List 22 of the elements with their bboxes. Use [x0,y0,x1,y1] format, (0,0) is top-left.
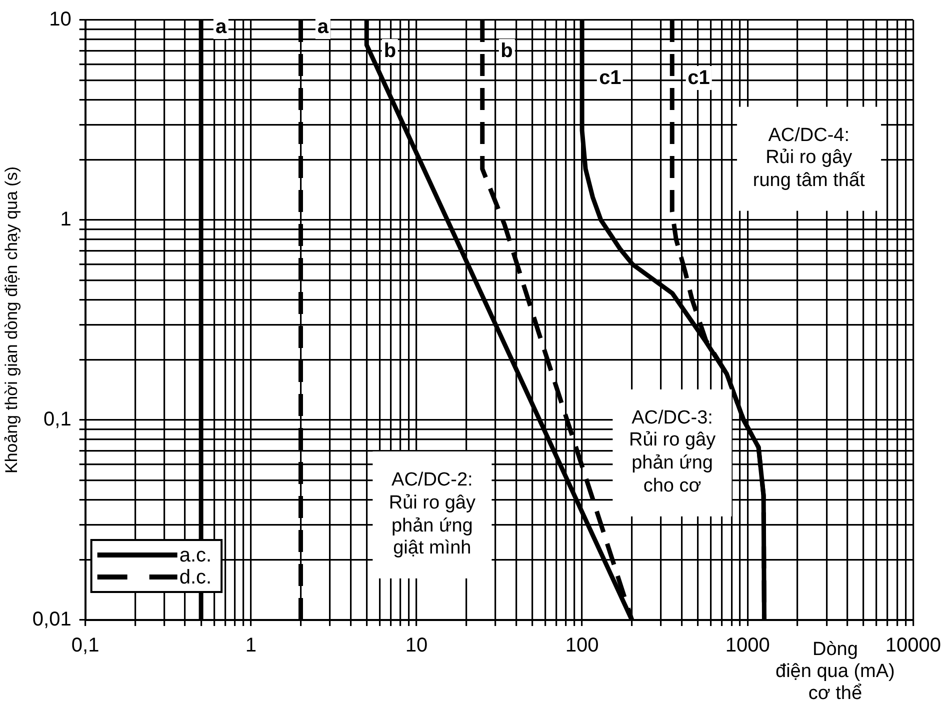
annotation: c1 [597,66,624,90]
x-tick-label: 10000 [885,634,942,657]
annotation: b [382,38,398,63]
x-tick-label: 1000 [725,634,770,657]
legend-label: d.c. [179,566,212,589]
annotation: AC/DC-2: Rủi ro gây phản ứng giật mình [372,451,492,579]
annotation: a [315,15,330,40]
y-tick-label: 0,1 [44,408,72,431]
x-tick-label: 0,1 [71,634,100,657]
annotation: AC/DC-4: Rủi ro gây rung tâm thất [736,106,881,211]
legend-label: a.c. [179,544,212,567]
x-tick-label: 10 [405,634,428,657]
y-axis-title: Khoảng thời gian dòng điện chạy qua (s) [2,166,21,474]
y-tick-label: 0,01 [32,608,72,631]
annotation: b [498,38,515,63]
y-tick-label: 1 [60,208,72,231]
annotation: AC/DC-3: Rủi ro gây phản ứng cho cơ [612,389,732,516]
annotation: a [214,15,229,40]
x-tick-label: 100 [565,634,599,657]
x-tick-label: 1 [245,634,256,657]
annotation: c1 [686,66,712,90]
y-tick-label: 10 [49,8,72,31]
